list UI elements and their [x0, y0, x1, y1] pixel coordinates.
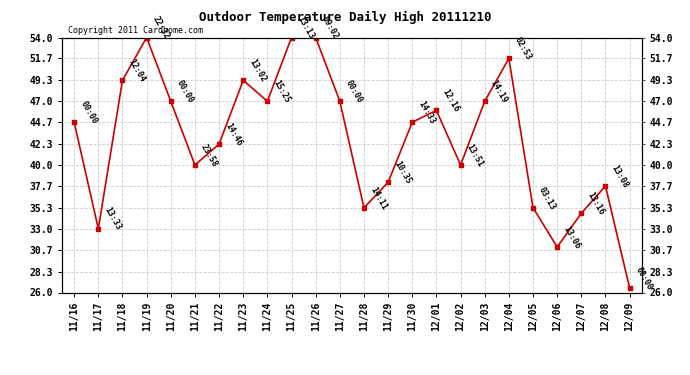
Text: 22:32: 22:32: [151, 15, 171, 41]
Text: 15:25: 15:25: [272, 78, 292, 105]
Text: 23:58: 23:58: [199, 142, 219, 168]
Point: [237, 77, 248, 83]
Text: 13:16: 13:16: [586, 190, 606, 217]
Text: 12:16: 12:16: [441, 88, 461, 114]
Point: [117, 77, 128, 83]
Point: [479, 98, 490, 104]
Text: 13:02: 13:02: [248, 57, 268, 84]
Text: 13:51: 13:51: [465, 142, 485, 168]
Point: [406, 119, 417, 125]
Point: [214, 141, 225, 147]
Point: [455, 162, 466, 168]
Point: [310, 34, 321, 40]
Text: 13:06: 13:06: [562, 224, 582, 251]
Text: 00:00: 00:00: [634, 265, 654, 291]
Point: [69, 119, 79, 125]
Point: [600, 183, 611, 189]
Text: 00:00: 00:00: [344, 78, 364, 105]
Text: 14:19: 14:19: [489, 78, 509, 105]
Text: 00:00: 00:00: [175, 78, 195, 105]
Point: [624, 285, 635, 291]
Point: [262, 98, 273, 104]
Point: [382, 179, 393, 185]
Text: 14:33: 14:33: [417, 99, 437, 126]
Point: [189, 162, 200, 168]
Text: 09:02: 09:02: [320, 15, 340, 41]
Text: Copyright 2011 Cardhome.com: Copyright 2011 Cardhome.com: [68, 26, 203, 35]
Text: Outdoor Temperature Daily High 20111210: Outdoor Temperature Daily High 20111210: [199, 11, 491, 24]
Text: 14:11: 14:11: [368, 185, 388, 211]
Point: [334, 98, 345, 104]
Text: 13:08: 13:08: [610, 163, 630, 189]
Point: [359, 205, 370, 211]
Point: [551, 244, 562, 250]
Text: 12:04: 12:04: [127, 57, 147, 84]
Point: [575, 210, 586, 216]
Point: [92, 226, 104, 232]
Point: [503, 56, 514, 62]
Point: [165, 98, 176, 104]
Text: 03:13: 03:13: [538, 185, 558, 211]
Text: 00:00: 00:00: [79, 99, 99, 126]
Point: [141, 34, 152, 40]
Text: 02:53: 02:53: [513, 36, 533, 62]
Text: 10:35: 10:35: [393, 159, 413, 186]
Text: 13:13: 13:13: [296, 15, 316, 41]
Point: [431, 107, 442, 113]
Point: [527, 205, 538, 211]
Point: [286, 34, 297, 40]
Text: 14:46: 14:46: [224, 121, 244, 147]
Text: 13:33: 13:33: [103, 206, 123, 232]
